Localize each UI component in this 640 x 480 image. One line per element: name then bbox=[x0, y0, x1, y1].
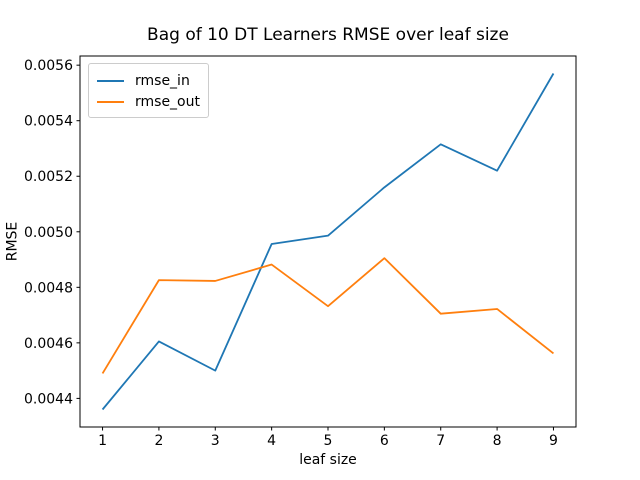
legend-label: rmse_out bbox=[135, 93, 200, 110]
legend-line-swatch-orange-icon bbox=[97, 100, 124, 103]
legend-item-rmse-in: rmse_in bbox=[97, 70, 199, 91]
y-axis-label: RMSE bbox=[4, 221, 21, 262]
x-tick-label: 9 bbox=[549, 433, 558, 449]
y-tick-label: 0.0052 bbox=[24, 169, 73, 185]
legend: rmse_in rmse_out bbox=[88, 63, 209, 118]
x-tick-label: 1 bbox=[98, 433, 107, 449]
x-tick-label: 5 bbox=[324, 433, 333, 449]
x-tick-label: 7 bbox=[436, 433, 445, 449]
legend-label: rmse_in bbox=[135, 72, 190, 89]
series-line-rmse_in bbox=[101, 73, 555, 411]
y-tick-label: 0.0056 bbox=[24, 58, 73, 74]
x-tick-label: 3 bbox=[211, 433, 220, 449]
x-tick-label: 2 bbox=[154, 433, 163, 449]
x-axis-label: leaf size bbox=[299, 452, 357, 468]
x-tick-label: 8 bbox=[493, 433, 502, 449]
y-tick-label: 0.0048 bbox=[24, 280, 73, 296]
chart-title: Bag of 10 DT Learners RMSE over leaf siz… bbox=[147, 25, 509, 45]
y-tick-label: 0.0050 bbox=[24, 225, 73, 241]
x-tick-label: 6 bbox=[380, 433, 389, 449]
series-line-rmse_out bbox=[101, 257, 555, 374]
y-tick-label: 0.0046 bbox=[24, 336, 73, 352]
legend-line-swatch-blue-icon bbox=[97, 79, 124, 82]
x-tick-label: 4 bbox=[267, 433, 276, 449]
legend-item-rmse-out: rmse_out bbox=[97, 91, 200, 112]
y-tick-label: 0.0054 bbox=[24, 114, 73, 130]
y-tick-label: 0.0044 bbox=[24, 391, 73, 407]
